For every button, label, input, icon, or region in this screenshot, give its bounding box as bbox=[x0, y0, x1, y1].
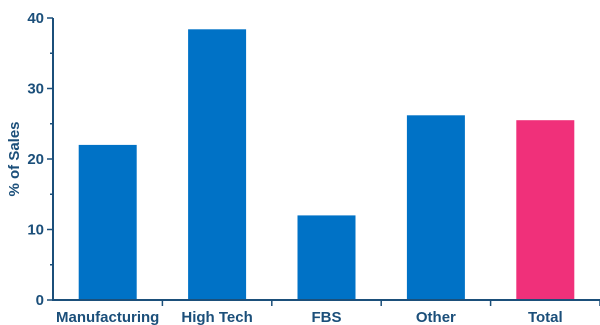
y-axis-title: % of Sales bbox=[6, 121, 23, 196]
x-tick-label: Other bbox=[416, 309, 456, 325]
y-tick-label: 30 bbox=[27, 81, 44, 98]
bar-manufacturing bbox=[78, 144, 137, 300]
bar-other bbox=[406, 115, 465, 300]
axes-group bbox=[47, 17, 600, 306]
x-tick-label: FBS bbox=[312, 309, 342, 325]
y-tick-label: 40 bbox=[27, 10, 44, 27]
labels-group: 0 10 20 30 40 Manufacturing High Tech FBS Other T… bbox=[27, 10, 562, 325]
y-tick-label: 0 bbox=[36, 292, 44, 309]
y-tick-label: 10 bbox=[27, 222, 44, 239]
bar-high-tech bbox=[188, 29, 247, 301]
y-tick-label: 20 bbox=[27, 151, 44, 168]
x-tick-label: Total bbox=[528, 309, 563, 325]
x-tick-label: Manufacturing bbox=[56, 309, 159, 325]
bars-group bbox=[78, 29, 575, 301]
bar-total bbox=[516, 120, 575, 300]
x-tick-label: High Tech bbox=[181, 309, 252, 325]
bar-fbs bbox=[297, 215, 356, 300]
